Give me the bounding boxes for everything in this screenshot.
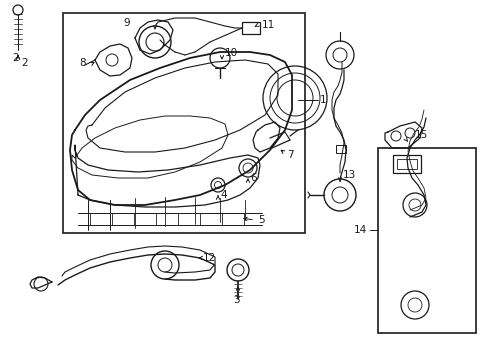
Text: 4: 4 [220, 190, 226, 200]
Text: 8: 8 [79, 58, 86, 68]
Text: 5: 5 [258, 215, 264, 225]
Text: 2: 2 [13, 53, 19, 63]
Text: 15: 15 [414, 130, 427, 140]
Text: 13: 13 [342, 170, 356, 180]
Bar [242, 22, 260, 34]
Bar [335, 145, 346, 153]
Text: 6: 6 [249, 173, 256, 183]
Bar [396, 159, 416, 169]
Text: 14: 14 [353, 225, 366, 235]
Bar [63, 13, 305, 233]
Text: 2: 2 [21, 58, 27, 68]
Text: 7: 7 [286, 150, 293, 160]
Text: 3: 3 [232, 295, 239, 305]
Text: 10: 10 [224, 48, 238, 58]
Bar [377, 148, 475, 333]
Text: 1: 1 [319, 95, 326, 105]
Bar [392, 155, 420, 173]
Text: 12: 12 [203, 253, 216, 263]
Text: 11: 11 [262, 20, 275, 30]
Text: 9: 9 [123, 18, 130, 28]
